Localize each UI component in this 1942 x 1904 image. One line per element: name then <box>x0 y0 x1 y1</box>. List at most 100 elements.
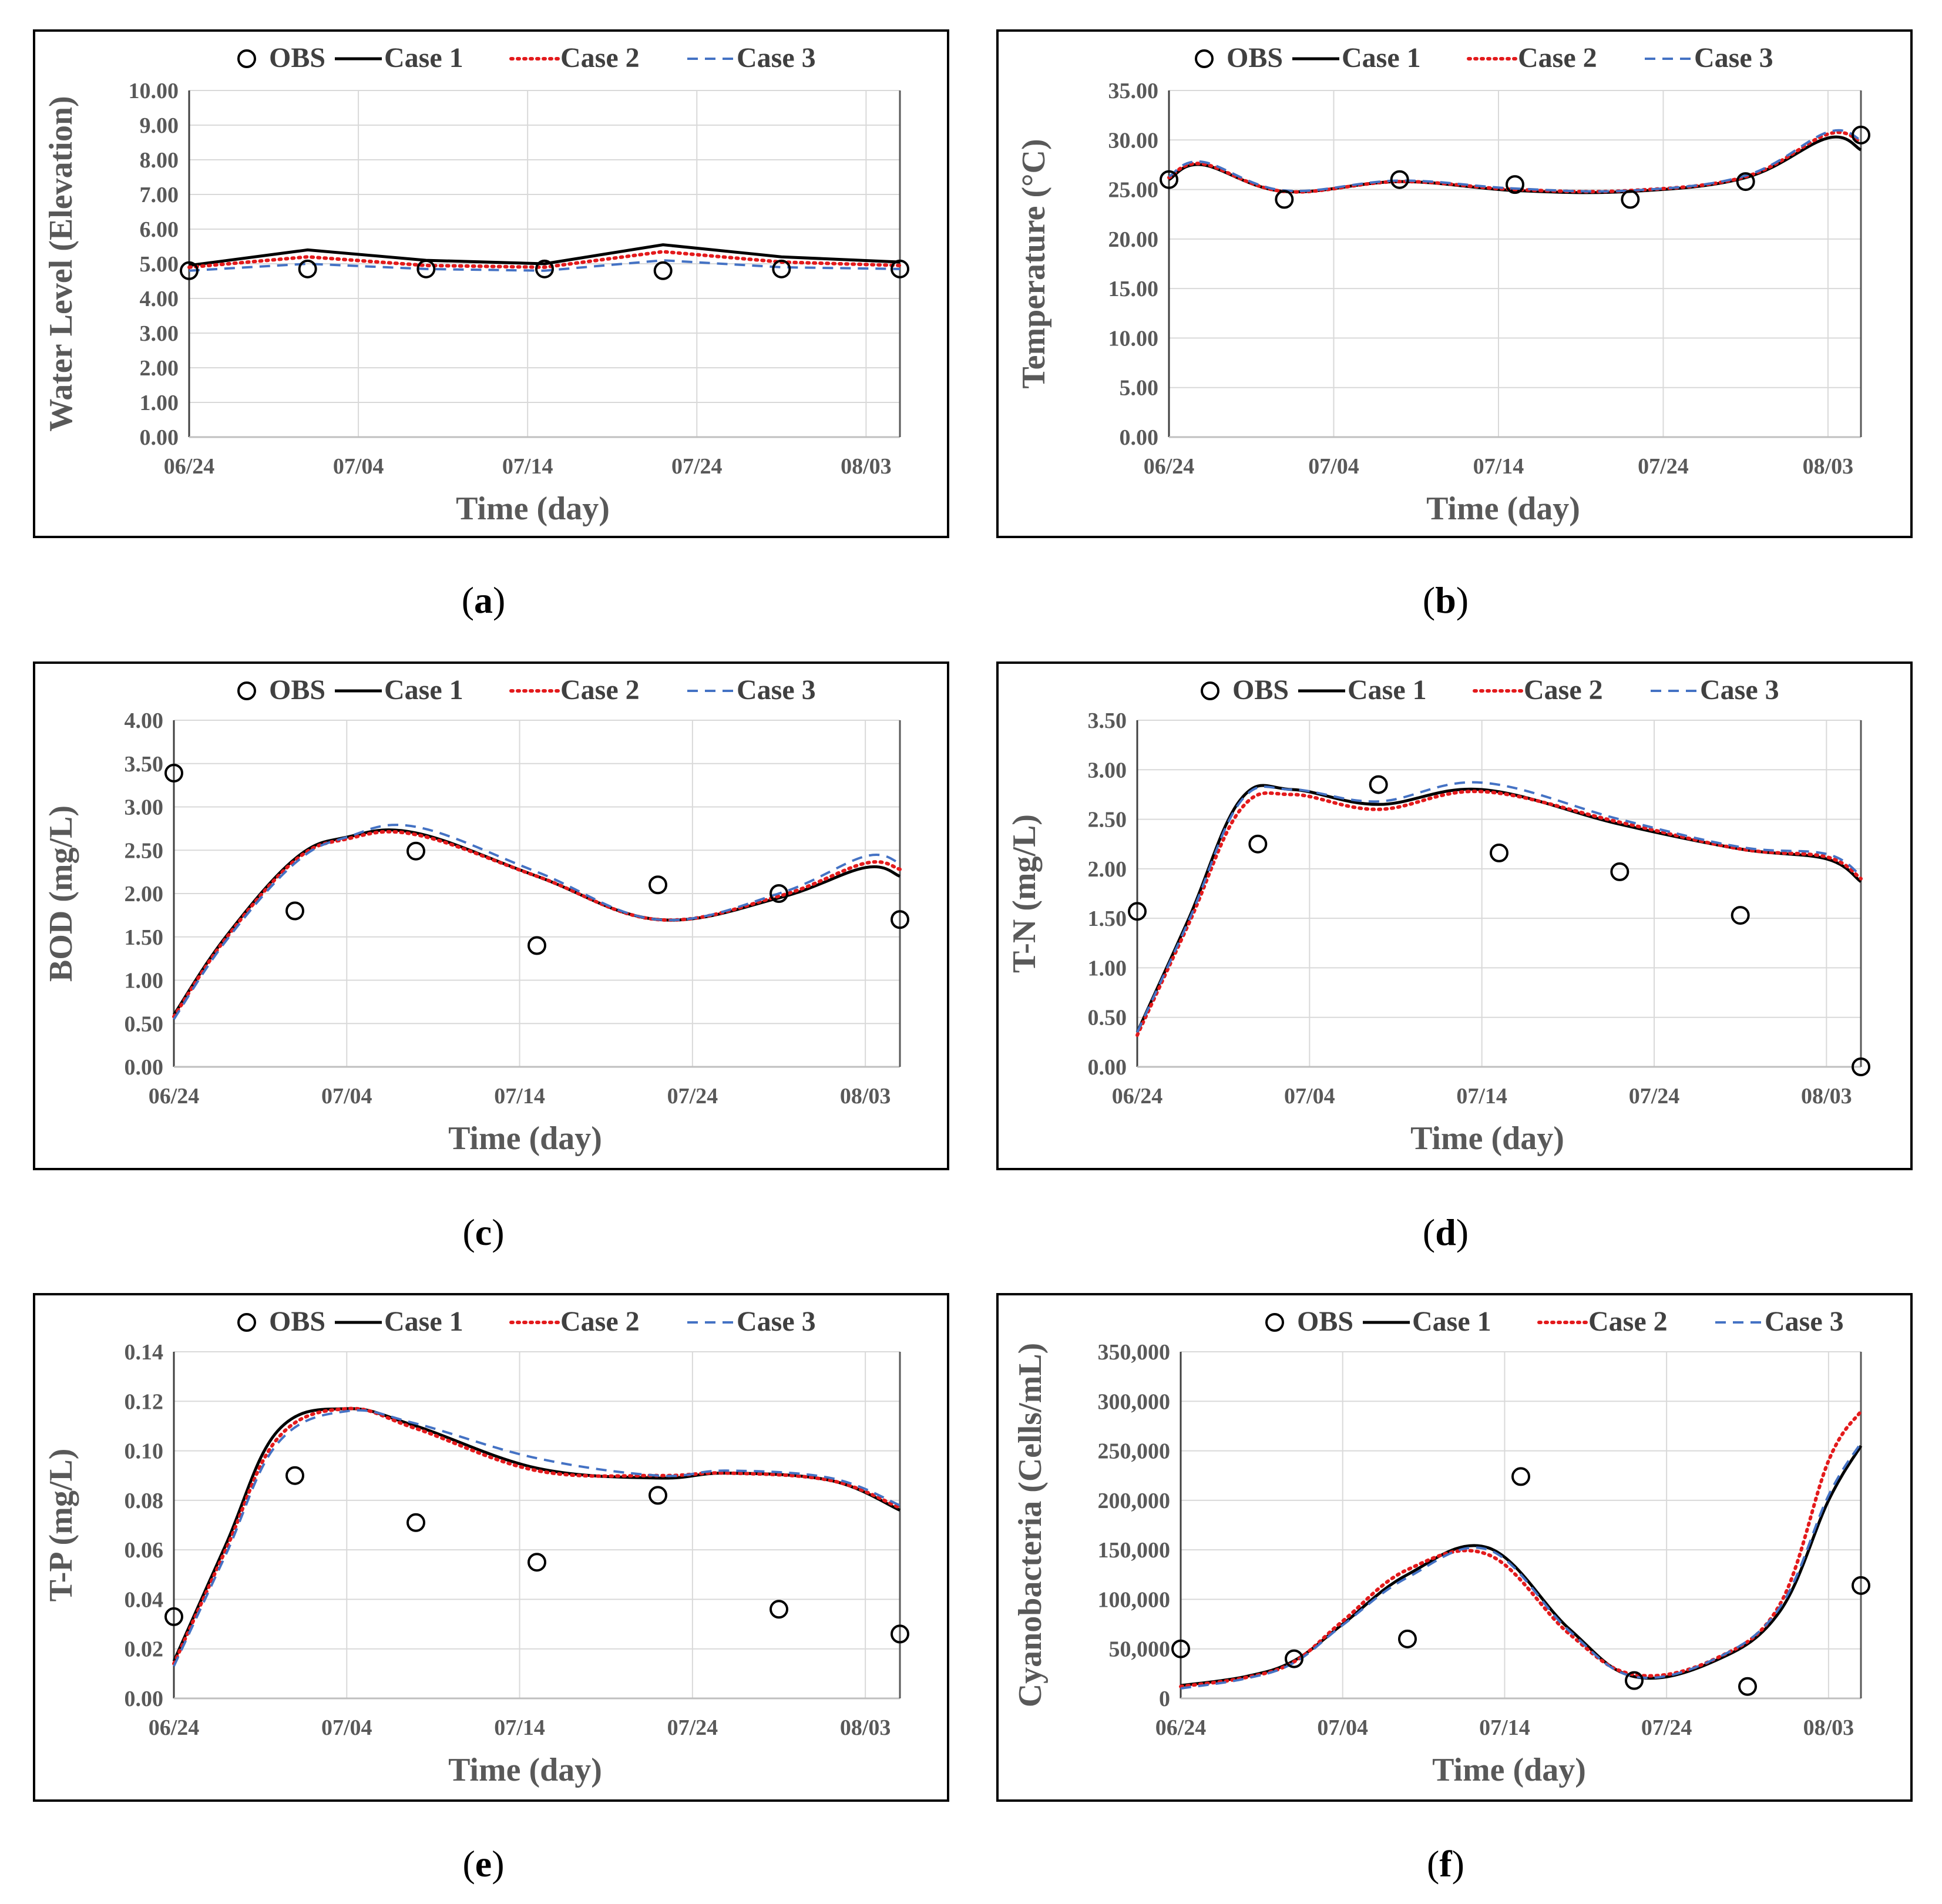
obs-point <box>772 259 791 278</box>
obs-point <box>1275 190 1294 209</box>
y-tick-label: 250,000 <box>1098 1439 1171 1464</box>
y-tick-label: 1.50 <box>1088 906 1127 931</box>
chart-d-svg: 0.00 0.50 1.00 1.50 2.00 2.50 3.00 3.50 06/24 07/… <box>1006 674 1870 1157</box>
obs-point <box>770 884 788 903</box>
series-line-case1 <box>172 828 901 1016</box>
y-tick-label: 20.00 <box>1108 227 1159 252</box>
y-axis-title: BOD (mg/L) <box>43 805 79 982</box>
x-tick-label: 07/14 <box>494 1084 545 1109</box>
y-tick-label: 200,000 <box>1098 1489 1171 1513</box>
series-line-case2 <box>1135 790 1863 1037</box>
y-tick-label: 0 <box>1159 1687 1170 1711</box>
series-line-case2 <box>1167 130 1863 194</box>
obs-point <box>1248 834 1268 854</box>
obs-point <box>528 1553 546 1572</box>
series-line-case3 <box>1180 1442 1862 1690</box>
x-tick-label: 07/04 <box>321 1084 372 1109</box>
obs-point <box>1128 902 1147 921</box>
x-tick-label: 08/03 <box>1803 1715 1854 1740</box>
y-tick-label: 3.00 <box>125 795 164 820</box>
series-line-case2 <box>172 1406 902 1665</box>
caption-e: (e) <box>462 1843 505 1885</box>
obs-point <box>1285 1649 1303 1668</box>
series-line-case1 <box>1135 784 1862 1033</box>
x-tick-label: 07/04 <box>321 1715 372 1740</box>
y-tick-label: 3.50 <box>1088 708 1127 733</box>
y-tick-label: 0.02 <box>125 1637 164 1662</box>
legend-obs-marker <box>237 1313 256 1332</box>
obs-point <box>1738 1677 1757 1696</box>
x-tick-label: 08/03 <box>840 1715 891 1740</box>
x-tick-label: 06/24 <box>1155 1715 1207 1740</box>
y-tick-label: 0.00 <box>1088 1055 1127 1080</box>
y-tick-label: 7.00 <box>140 183 179 207</box>
obs-point <box>1171 1639 1190 1658</box>
x-axis-title: Time (day) <box>456 491 610 527</box>
y-tick-label: 100,000 <box>1098 1587 1171 1612</box>
x-tick-label: 06/24 <box>164 454 215 479</box>
y-tick-label: 0.10 <box>125 1439 164 1464</box>
y-tick-label: 10.00 <box>129 79 179 103</box>
y-tick-label: 0.04 <box>125 1587 164 1612</box>
x-tick-label: 07/04 <box>1317 1715 1368 1740</box>
obs-point <box>1398 1629 1417 1648</box>
y-tick-label: 2.50 <box>125 838 164 863</box>
legend-obs-marker <box>237 681 256 700</box>
series-line-case3 <box>173 1409 901 1667</box>
chart-panel-c: 0.00 0.50 1.00 1.50 2.00 2.50 3.00 3.50 4.00 06/2… <box>33 661 949 1170</box>
y-tick-label: 2.00 <box>140 356 179 381</box>
legend-label-case3: Case 3 <box>1694 42 1773 73</box>
y-tick-label: 15.00 <box>1108 277 1159 301</box>
series-line-case2 <box>1179 1409 1863 1688</box>
y-tick-label: 5.00 <box>1120 376 1159 401</box>
obs-point <box>416 259 436 278</box>
series-line-case1 <box>172 1407 901 1662</box>
legend-obs-marker <box>237 49 256 68</box>
obs-point <box>164 763 183 783</box>
chart-panel-e: 0.00 0.02 0.04 0.06 0.08 0.10 0.12 0.14 06/24 07/… <box>33 1293 949 1802</box>
y-tick-label: 1.50 <box>125 925 164 950</box>
obs-point <box>406 841 425 861</box>
legend-label-case3: Case 3 <box>1765 1306 1844 1337</box>
x-tick-label: 07/14 <box>1479 1715 1530 1740</box>
caption-d: (d) <box>1422 1211 1469 1253</box>
x-tick-label: 07/24 <box>1641 1715 1692 1740</box>
x-tick-label: 07/14 <box>502 454 553 479</box>
y-tick-label: 8.00 <box>140 148 179 173</box>
obs-point <box>164 1607 183 1626</box>
legend-label-case2: Case 2 <box>1524 674 1603 706</box>
series-line-case3 <box>1136 781 1862 1033</box>
legend-label-case2: Case 2 <box>1588 1306 1668 1337</box>
y-tick-label: 350,000 <box>1098 1340 1171 1365</box>
legend-obs-marker <box>1201 681 1219 700</box>
y-tick-label: 4.00 <box>125 708 164 733</box>
obs-point <box>406 1513 425 1532</box>
legend-label-case2: Case 2 <box>1518 42 1597 73</box>
x-tick-label: 07/24 <box>667 1715 718 1740</box>
obs-point <box>1621 190 1640 209</box>
x-tick-label: 07/14 <box>494 1715 545 1740</box>
y-tick-label: 2.00 <box>125 882 164 906</box>
y-tick-label: 2.50 <box>1088 808 1127 832</box>
legend-label-case1: Case 1 <box>384 1306 463 1337</box>
series-line-case3 <box>1168 129 1862 193</box>
obs-point <box>1852 1576 1870 1595</box>
caption-a: (a) <box>461 579 506 621</box>
y-axis-title: Water Level (Elevation) <box>43 96 79 431</box>
y-tick-label: 3.50 <box>125 752 164 777</box>
y-tick-label: 0.00 <box>1120 425 1159 450</box>
obs-point <box>1625 1671 1644 1690</box>
obs-point <box>891 910 909 929</box>
y-tick-label: 150,000 <box>1098 1538 1171 1563</box>
chart-e-svg: 0.00 0.02 0.04 0.06 0.08 0.10 0.12 0.14 06/24 07/… <box>43 1306 909 1788</box>
obs-point <box>1852 125 1870 145</box>
obs-point <box>298 259 317 278</box>
x-tick-label: 07/04 <box>1284 1084 1335 1109</box>
x-tick-label: 07/24 <box>1638 454 1689 479</box>
y-tick-label: 0.14 <box>125 1340 164 1365</box>
chart-f-svg: 0 50,000 100,000 150,000 200,000 250,000 300,0… <box>1012 1306 1870 1788</box>
series-line-case2 <box>172 830 902 1019</box>
y-tick-label: 0.00 <box>125 1687 164 1711</box>
y-tick-label: 1.00 <box>125 969 164 993</box>
obs-point <box>535 259 554 278</box>
